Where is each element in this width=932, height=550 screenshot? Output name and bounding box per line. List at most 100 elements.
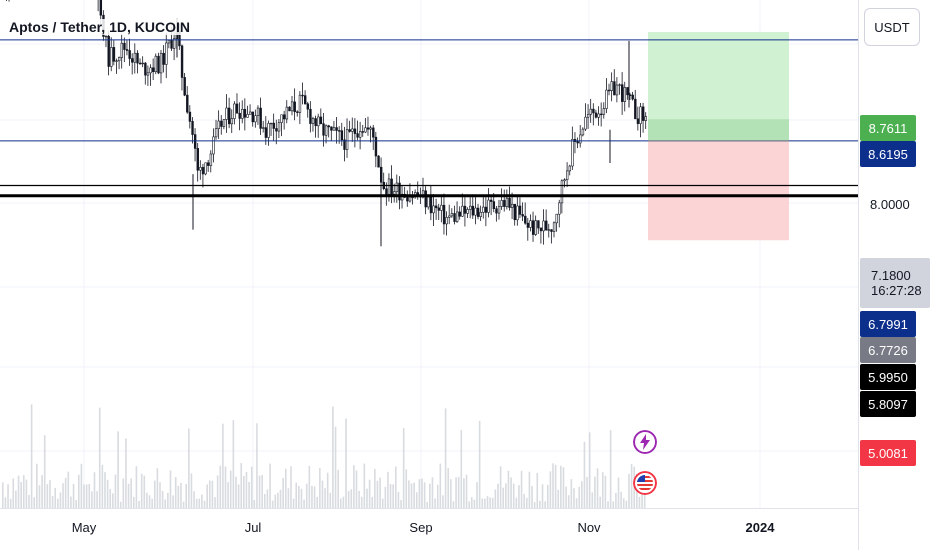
volume-bar (463, 478, 465, 508)
volume-bar (618, 478, 620, 508)
candle (262, 128, 264, 129)
candle (627, 87, 629, 94)
volume-bar (83, 484, 85, 508)
volume-bar (534, 502, 536, 508)
volume-bar (398, 492, 400, 508)
last-price-countdown: 7.1800 16:27:28 (860, 258, 930, 308)
candle (454, 213, 456, 221)
candle (252, 112, 254, 122)
candle (113, 47, 115, 61)
volume-bar (26, 480, 28, 508)
candle (517, 206, 519, 220)
candle (218, 121, 220, 129)
volume-bar (233, 420, 235, 508)
us-flag-icon[interactable] (633, 471, 657, 495)
candle (370, 128, 372, 129)
volume-bar (28, 495, 30, 508)
candle (163, 53, 165, 64)
volume-bar (91, 491, 93, 508)
volume-bar (277, 493, 279, 508)
volume-bar (487, 496, 489, 508)
candle (273, 123, 275, 128)
candle (522, 214, 524, 216)
volume-bar (440, 464, 442, 508)
candle (359, 132, 361, 138)
volume-bar (170, 470, 172, 508)
candle (640, 107, 642, 124)
volume-bar (319, 468, 321, 508)
candle (619, 85, 621, 86)
candle (380, 167, 382, 182)
volume-bar (348, 491, 350, 508)
candle (354, 129, 356, 134)
candle (268, 123, 270, 137)
volume-bar (107, 480, 109, 508)
volume-bar (594, 477, 596, 508)
volume-bar (99, 408, 101, 508)
volume-bar (620, 492, 622, 508)
open-profit-zone (648, 119, 789, 140)
candle (569, 166, 571, 171)
volume-bar (411, 483, 413, 508)
volume-bar (607, 501, 609, 508)
stop-price-tag: 5.0081 (860, 440, 916, 466)
candle (278, 123, 280, 131)
volume-bar (73, 484, 75, 508)
candle (543, 221, 545, 231)
volume-bar (563, 467, 565, 508)
candle (247, 114, 249, 117)
candle (260, 108, 262, 128)
volume-bar (172, 495, 174, 508)
volume-bar (390, 484, 392, 508)
volume-bar (96, 491, 98, 508)
volume-bar (62, 483, 64, 508)
candle (194, 135, 196, 149)
volume-bar (183, 502, 185, 508)
candle (514, 204, 516, 220)
candle (270, 123, 272, 124)
candle (509, 198, 511, 207)
candle (469, 206, 471, 209)
volume-bar (7, 484, 9, 508)
candle (121, 43, 123, 57)
candle (155, 56, 157, 71)
volume-bar (88, 484, 90, 508)
candle (435, 206, 437, 208)
loss-zone[interactable] (648, 141, 789, 240)
candle (485, 207, 487, 212)
candle (110, 47, 112, 66)
candle (323, 124, 325, 136)
candle (286, 107, 288, 119)
volume-bar (2, 482, 4, 508)
candle (341, 131, 343, 140)
volume-bar (33, 497, 35, 508)
candle (459, 212, 461, 216)
candle (433, 206, 435, 213)
volume-bar (199, 499, 201, 508)
volume-bar (78, 475, 80, 508)
candle (634, 99, 636, 119)
symbol-title[interactable]: Aptos / Tether, 1D, KUCOIN (9, 19, 193, 35)
volume-bar (280, 490, 282, 508)
currency-button[interactable]: USDT (864, 8, 920, 46)
volume-bar (592, 492, 594, 508)
volume-bar (432, 477, 434, 508)
candle (393, 192, 395, 195)
volume-bar (612, 501, 614, 508)
volume-bar (434, 498, 436, 508)
volume-bar (151, 499, 153, 508)
volume-bar (146, 493, 148, 508)
candle (637, 119, 639, 124)
candle (451, 213, 453, 215)
volume-bar (327, 473, 329, 508)
lightning-icon[interactable] (633, 430, 657, 454)
candle (213, 137, 215, 154)
candle (336, 128, 338, 131)
volume-bar (248, 482, 250, 508)
candle (503, 200, 505, 206)
volume-bar (497, 484, 499, 508)
candle (519, 206, 521, 214)
volume-bar (230, 471, 232, 508)
